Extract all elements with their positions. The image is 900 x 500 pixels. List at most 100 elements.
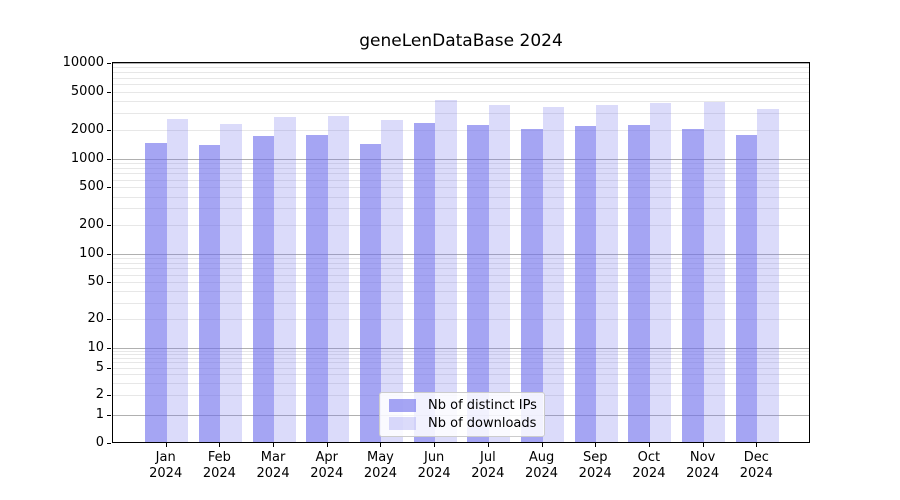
x-tick-month: Jan <box>155 450 176 465</box>
x-tick-year: 2024 <box>256 466 290 481</box>
x-tick-mark-may <box>380 443 382 447</box>
plot-area: Nb of distinct IPs Nb of downloads <box>112 62 810 443</box>
y-tick-mark-50 <box>107 282 111 284</box>
bar-ips-aug <box>521 128 543 442</box>
x-tick-label-jun: Jun 2024 <box>398 450 470 482</box>
x-tick-label-apr: Apr 2024 <box>291 450 363 482</box>
x-tick-month: Mar <box>260 450 286 465</box>
minor-gridline-8000 <box>113 72 809 74</box>
y-tick-mark-1000 <box>107 158 111 160</box>
x-tick-label-mar: Mar 2024 <box>237 450 309 482</box>
bar-downloads-dec <box>757 108 779 442</box>
y-tick-mark-10 <box>107 347 111 349</box>
x-tick-year: 2024 <box>149 466 183 481</box>
bar-downloads-feb <box>220 124 242 442</box>
x-tick-year: 2024 <box>632 466 666 481</box>
bar-ips-sep <box>574 126 597 442</box>
y-tick-mark-5000 <box>107 91 111 93</box>
y-tick-mark-5 <box>107 367 111 369</box>
minor-gridline-6 <box>113 362 809 364</box>
x-tick-label-may: May 2024 <box>344 450 416 482</box>
bar-downloads-jul <box>488 105 511 442</box>
x-tick-mark-jun <box>434 443 436 447</box>
x-tick-year: 2024 <box>471 466 505 481</box>
x-tick-year: 2024 <box>363 466 397 481</box>
y-tick-label-0: 0 <box>95 435 104 450</box>
minor-gridline-7 <box>113 357 809 359</box>
y-tick-mark-1 <box>107 415 111 416</box>
y-tick-mark-2000 <box>107 129 111 131</box>
minor-gridline-60 <box>113 274 809 276</box>
x-tick-label-sep: Sep 2024 <box>559 450 631 482</box>
y-tick-label-100: 100 <box>79 246 104 261</box>
x-tick-label-jul: Jul 2024 <box>452 450 524 482</box>
y-tick-mark-100 <box>107 254 111 255</box>
bar-downloads-nov <box>703 102 726 442</box>
minor-gridline-4 <box>113 374 809 376</box>
minor-gridline-20 <box>113 319 809 321</box>
x-tick-mark-apr <box>326 443 328 447</box>
chart-title: geneLenDataBase 2024 <box>359 31 563 51</box>
major-gridline-10 <box>113 347 809 349</box>
minor-gridline-6000 <box>113 84 809 86</box>
bar-downloads-jan <box>166 119 189 442</box>
legend-swatch-downloads <box>389 416 416 430</box>
bar-downloads-sep <box>596 105 618 442</box>
y-tick-label-200: 200 <box>79 217 104 233</box>
x-tick-label-oct: Oct 2024 <box>613 450 685 482</box>
minor-gridline-300 <box>113 208 809 210</box>
minor-gridline-600 <box>113 179 809 181</box>
y-tick-label-20: 20 <box>87 311 104 327</box>
minor-gridline-50 <box>113 282 809 284</box>
bar-downloads-oct <box>649 103 672 442</box>
minor-gridline-8 <box>113 354 809 356</box>
y-tick-mark-2 <box>107 394 111 396</box>
x-tick-month: May <box>367 450 394 465</box>
x-tick-month: Jun <box>423 450 445 465</box>
minor-gridline-70 <box>113 268 809 270</box>
legend-swatch-ips <box>389 399 416 413</box>
x-tick-label-nov: Nov 2024 <box>667 450 739 482</box>
y-tick-mark-0 <box>107 443 111 444</box>
y-tick-mark-500 <box>107 187 111 189</box>
bar-ips-jul <box>467 125 489 442</box>
y-tick-label-10000: 10000 <box>62 55 104 70</box>
x-tick-year: 2024 <box>310 466 344 481</box>
bar-ips-mar <box>252 136 275 442</box>
bar-ips-jun <box>413 122 436 442</box>
major-gridline-100 <box>113 254 809 255</box>
legend-item-downloads: Nb of downloads <box>389 415 536 432</box>
minor-gridline-9 <box>113 350 809 352</box>
major-gridline-10000 <box>113 63 809 64</box>
minor-gridline-7000 <box>113 77 809 79</box>
bar-downloads-jun <box>435 99 457 442</box>
y-tick-label-500: 500 <box>79 179 104 195</box>
y-tick-label-2000: 2000 <box>70 121 104 137</box>
x-tick-year: 2024 <box>578 466 612 481</box>
minor-gridline-30 <box>113 302 809 304</box>
bar-downloads-aug <box>542 106 564 442</box>
legend: Nb of distinct IPs Nb of downloads <box>379 392 545 437</box>
bar-ips-apr <box>306 135 328 442</box>
minor-gridline-40 <box>113 291 809 293</box>
x-tick-label-feb: Feb 2024 <box>183 450 255 482</box>
minor-gridline-200 <box>113 225 809 227</box>
x-tick-month: Aug <box>528 450 555 465</box>
y-tick-label-1: 1 <box>95 407 104 422</box>
x-tick-label-aug: Aug 2024 <box>506 450 578 482</box>
x-tick-month: Feb <box>207 450 231 465</box>
minor-gridline-800 <box>113 167 809 169</box>
y-tick-label-50: 50 <box>87 274 104 290</box>
x-tick-mark-aug <box>541 443 543 447</box>
minor-gridline-4000 <box>113 101 809 102</box>
bar-ips-jan <box>145 143 167 442</box>
y-tick-label-5000: 5000 <box>70 83 104 99</box>
y-tick-label-1000: 1000 <box>70 150 104 166</box>
x-tick-mark-mar <box>273 443 275 447</box>
minor-gridline-5000 <box>113 91 809 93</box>
y-tick-label-2: 2 <box>95 386 104 402</box>
x-tick-year: 2024 <box>202 466 236 481</box>
bar-downloads-mar <box>274 116 296 442</box>
minor-gridline-500 <box>113 187 809 189</box>
